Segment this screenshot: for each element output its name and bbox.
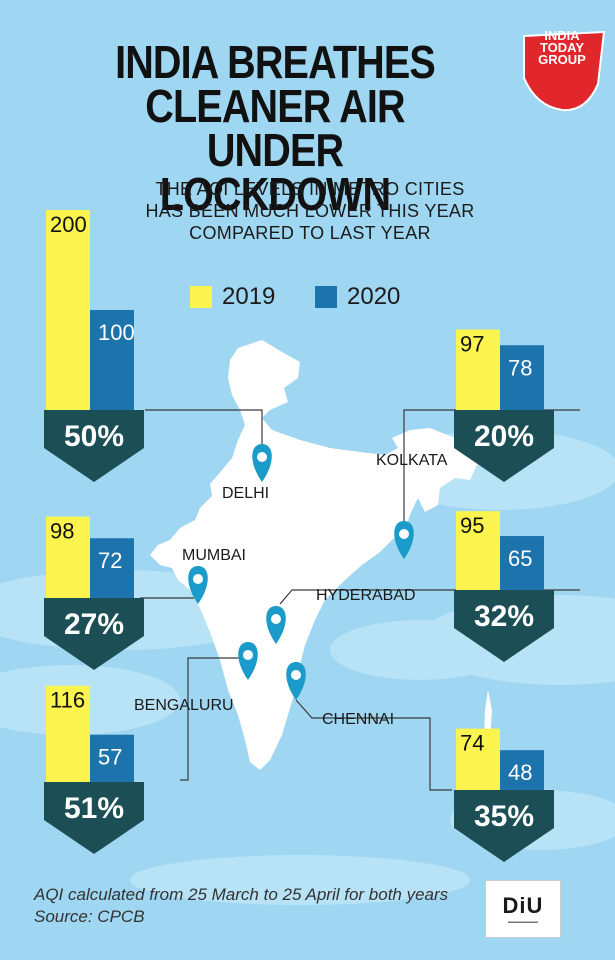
chennai-map-pin-dot xyxy=(291,670,301,680)
footnote-source: Source: CPCB xyxy=(34,907,145,926)
mumbai-bar-2019 xyxy=(46,516,90,598)
kolkata-map-pin-dot xyxy=(399,529,409,539)
chennai-city-label: CHENNAI xyxy=(322,711,394,728)
hyderabad-label-2020: 65 xyxy=(508,546,532,571)
hyderabad-city-label: HYDERABAD xyxy=(316,587,416,604)
title-line-2: CLEANER AIR UNDER xyxy=(145,80,405,176)
logo-line-1: INDIA xyxy=(544,28,580,43)
hyderabad-map-pin xyxy=(266,606,286,644)
diu-logo-text: DiU xyxy=(502,893,544,918)
chennai-reduction-arrow xyxy=(454,790,554,862)
kolkata-map-pin xyxy=(394,521,414,559)
kolkata-label-2020: 78 xyxy=(508,355,532,380)
subtitle: THE AQI LEVELS IN METRO CITIES HAS BEEN … xyxy=(110,178,510,244)
subtitle-line-2: HAS BEEN MUCH LOWER THIS YEAR xyxy=(145,201,475,221)
bengaluru-reduction-label: 51% xyxy=(64,792,124,825)
bengaluru-label-2019: 116 xyxy=(50,688,85,713)
mumbai-bar-2020 xyxy=(90,538,134,598)
hyderabad-map-pin-dot xyxy=(271,614,281,624)
legend-2019-swatch xyxy=(190,286,212,308)
bengaluru-city-label: BENGALURU xyxy=(134,697,234,714)
kolkata-bar-2019 xyxy=(456,329,500,410)
page-title: INDIA BREATHES CLEANER AIR UNDER LOCKDOW… xyxy=(73,36,477,220)
title-line-3: LOCKDOWN xyxy=(159,168,391,220)
kolkata-reduction-arrow xyxy=(454,410,554,482)
footnote-period: AQI calculated from 25 March to 25 April… xyxy=(34,885,449,904)
mumbai-city-label: MUMBAI xyxy=(182,547,246,564)
delhi-map-pin-dot xyxy=(257,452,267,462)
hyderabad-bar-2020 xyxy=(500,536,544,590)
india-today-logo xyxy=(523,30,606,112)
chennai-label-2019: 74 xyxy=(460,731,484,756)
diu-logo-strip: ▬▬▬▬▬▬ xyxy=(508,919,538,925)
diu-logo: DiU ▬▬▬▬▬▬ xyxy=(485,880,561,938)
bengaluru-map-pin xyxy=(238,642,258,680)
chennai-map-pin xyxy=(286,662,306,700)
subtitle-line-1: THE AQI LEVELS IN METRO CITIES xyxy=(155,179,465,199)
subtitle-line-3: COMPARED TO LAST YEAR xyxy=(189,223,431,243)
hyderabad-reduction-label: 32% xyxy=(474,600,534,633)
mumbai-map-pin-dot xyxy=(193,574,203,584)
footnote: AQI calculated from 25 March to 25 April… xyxy=(34,884,448,928)
hyderabad-label-2019: 95 xyxy=(460,513,484,538)
chennai-bar-2020 xyxy=(500,750,544,790)
bengaluru-map-pin-dot xyxy=(243,650,253,660)
delhi-bar-2019 xyxy=(46,210,90,410)
india-map xyxy=(150,340,478,770)
delhi-reduction-label: 50% xyxy=(64,420,124,453)
mumbai-label-2020: 72 xyxy=(98,548,122,573)
logo-line-3: GROUP xyxy=(538,52,586,67)
delhi-bar-2020 xyxy=(90,310,134,410)
bengaluru-reduction-arrow xyxy=(44,782,144,854)
mumbai-reduction-label: 27% xyxy=(64,608,124,641)
delhi-city-label: DELHI xyxy=(222,485,269,502)
legend-2020-label: 2020 xyxy=(347,283,401,310)
chennai-reduction-label: 35% xyxy=(474,800,534,833)
chennai-label-2020: 48 xyxy=(508,760,532,785)
mumbai-reduction-arrow xyxy=(44,598,144,670)
hyderabad-bar-2019 xyxy=(456,511,500,590)
kolkata-label-2019: 97 xyxy=(460,331,484,356)
logo-text: INDIA TODAY GROUP xyxy=(522,28,602,67)
bengaluru-bar-2020 xyxy=(90,734,134,782)
delhi-label-2020: 100 xyxy=(98,320,135,345)
mumbai-label-2019: 98 xyxy=(50,519,74,544)
hyderabad-reduction-arrow xyxy=(454,590,554,662)
bengaluru-label-2020: 57 xyxy=(98,745,122,770)
delhi-map-pin xyxy=(252,444,272,482)
delhi-label-2019: 200 xyxy=(50,212,87,237)
mumbai-map-pin xyxy=(188,566,208,604)
kolkata-reduction-label: 20% xyxy=(474,420,534,453)
bengaluru-bar-2019 xyxy=(46,685,90,782)
kolkata-city-label: KOLKATA xyxy=(376,452,448,469)
delhi-reduction-arrow xyxy=(44,410,144,482)
legend-2020-swatch xyxy=(315,286,337,308)
legend-2019: 2019 xyxy=(190,283,276,310)
legend-2020: 2020 xyxy=(315,283,401,310)
chennai-bar-2019 xyxy=(456,728,500,790)
legend-2019-label: 2019 xyxy=(222,283,276,310)
title-line-1: INDIA BREATHES xyxy=(115,36,436,88)
logo-line-2: TODAY xyxy=(539,40,585,55)
kolkata-bar-2020 xyxy=(500,345,544,410)
